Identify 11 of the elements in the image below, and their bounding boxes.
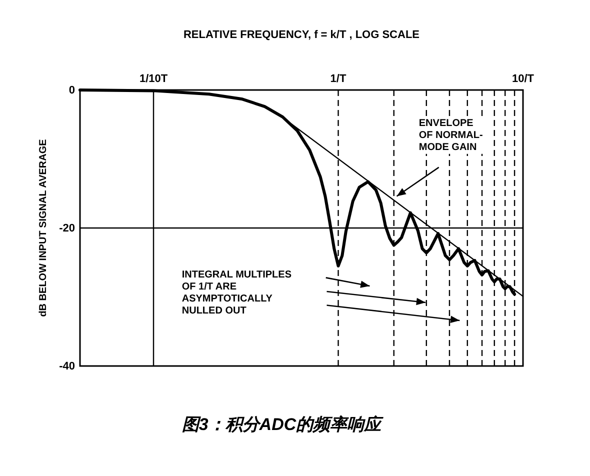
x-tick-label: 1/T [330,73,346,85]
y-tick-label: -40 [59,360,75,373]
y-axis-title: dB BELOW INPUT SIGNAL AVERAGE [38,138,49,317]
x-tick-label: 1/10T [139,73,168,85]
caption: 图3：积分ADC的频率响应 [182,415,384,434]
x-axis-title: RELATIVE FREQUENCY, f = k/T , LOG SCALE [183,29,420,41]
y-tick-label: 0 [68,84,75,97]
annotation: ENVELOPE OF NORMAL- MODE GAIN [418,118,483,153]
x-tick-label: 10/T [512,73,534,85]
annotation: INTEGRAL MULTIPLES OF 1/T ARE ASYMPTOTICALLY NULLED OUT [182,270,292,317]
y-tick-label: -20 [59,222,75,235]
